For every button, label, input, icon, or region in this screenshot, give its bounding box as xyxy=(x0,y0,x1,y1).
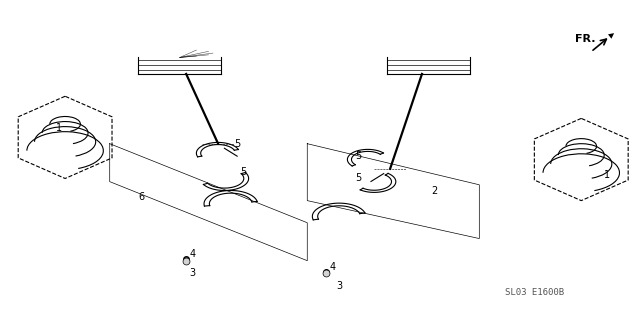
Text: 3: 3 xyxy=(189,268,196,278)
Text: 5: 5 xyxy=(234,139,240,149)
Text: 4: 4 xyxy=(189,249,196,259)
Text: 1: 1 xyxy=(604,170,610,180)
Text: 2: 2 xyxy=(431,186,438,196)
Text: 4: 4 xyxy=(330,262,336,272)
Text: SL03 E1600B: SL03 E1600B xyxy=(505,288,564,297)
Text: 5: 5 xyxy=(355,151,362,161)
Text: 5: 5 xyxy=(355,174,362,183)
Text: 1: 1 xyxy=(56,123,62,133)
Text: 3: 3 xyxy=(336,281,342,291)
Text: 5: 5 xyxy=(241,167,246,177)
Text: 6: 6 xyxy=(138,192,145,203)
Text: FR.: FR. xyxy=(575,34,595,44)
